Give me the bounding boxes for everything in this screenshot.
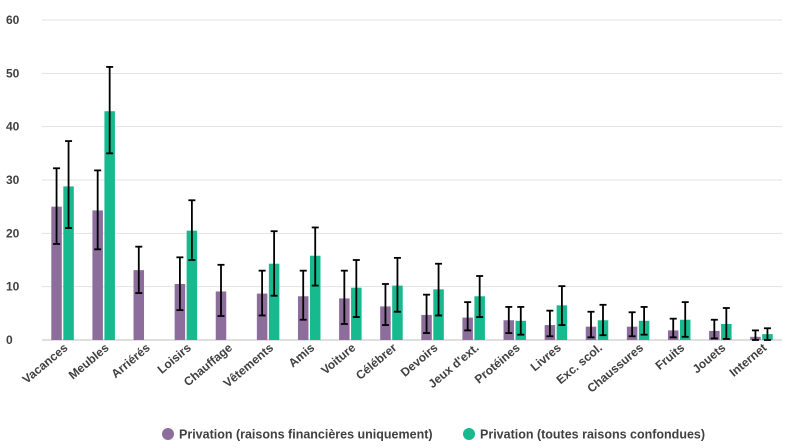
y-tick-label: 50	[6, 66, 20, 80]
error-bar-financial-8	[381, 283, 389, 326]
y-tick-label: 40	[6, 120, 20, 134]
x-tick-label: Internet	[727, 341, 770, 380]
bar-all-reasons-6	[309, 255, 321, 340]
bars	[51, 111, 773, 340]
error-bar-all-reasons-1	[106, 66, 114, 155]
error-bar-financial-12	[546, 309, 554, 338]
x-tick-label: Vacances	[20, 340, 71, 386]
x-tick-label: Livres	[528, 340, 564, 374]
x-tick-label: Jouets	[690, 340, 729, 376]
error-bar-financial-17	[751, 329, 759, 341]
error-bar-financial-14	[628, 311, 636, 338]
x-tick-label: Fruits	[653, 340, 688, 372]
x-tick-label: Célébrer	[353, 340, 400, 382]
bar-all-reasons-1	[104, 111, 115, 340]
bar-all-reasons-8	[392, 285, 403, 340]
error-bar-all-reasons-11	[517, 306, 525, 336]
bar-financial-3	[174, 284, 186, 340]
bar-financial-0	[51, 206, 62, 340]
bar-financial-2	[133, 270, 145, 340]
legend: Privation (raisons financières uniquemen…	[162, 428, 705, 442]
error-bar-all-reasons-0	[65, 140, 73, 229]
legend-item-financial: Privation (raisons financières uniquemen…	[162, 428, 433, 442]
legend-swatch	[162, 428, 174, 440]
legend-label: Privation (toutes raisons confondues)	[480, 428, 705, 442]
bar-all-reasons-5	[268, 263, 280, 340]
error-bar-financial-16	[710, 318, 718, 340]
legend-item-all-reasons: Privation (toutes raisons confondues)	[463, 428, 705, 442]
error-bar-financial-6	[299, 269, 307, 321]
error-bar-financial-11	[505, 306, 513, 334]
error-bar-financial-9	[423, 293, 431, 334]
bar-financial-1	[92, 210, 103, 340]
y-tick-label: 60	[6, 13, 20, 27]
error-bar-financial-15	[669, 317, 677, 339]
y-tick-label: 0	[6, 333, 13, 347]
error-bar-all-reasons-15	[681, 301, 689, 338]
error-bar-financial-3	[176, 256, 184, 312]
error-bar-all-reasons-5	[270, 230, 278, 297]
error-bar-all-reasons-3	[188, 199, 196, 261]
error-bar-financial-0	[53, 167, 61, 245]
x-tick-label: Protéines	[472, 340, 523, 386]
error-bar-all-reasons-6	[311, 226, 319, 287]
error-bar-financial-10	[464, 301, 472, 332]
error-bar-all-reasons-17	[763, 327, 771, 341]
error-bar-all-reasons-9	[435, 262, 443, 317]
y-axis-tick-labels: 0 10 20 30 40 50 60	[6, 13, 20, 347]
error-bar-all-reasons-12	[558, 285, 566, 326]
legend-swatch	[463, 428, 475, 440]
x-tick-label: Arriérés	[108, 340, 153, 381]
error-bar-financial-1	[94, 169, 102, 251]
error-bar-all-reasons-13	[599, 303, 607, 337]
error-bar-all-reasons-16	[722, 307, 730, 340]
legend-label: Privation (raisons financières uniquemen…	[179, 428, 433, 442]
error-bar-all-reasons-7	[352, 259, 360, 318]
error-bar-all-reasons-10	[476, 275, 484, 318]
error-bar-financial-5	[258, 269, 266, 317]
x-tick-label: Amis	[286, 340, 318, 370]
y-tick-label: 10	[6, 280, 20, 294]
error-bars	[53, 66, 771, 341]
gridlines	[42, 19, 782, 341]
error-bar-financial-7	[340, 269, 348, 325]
error-bar-financial-13	[587, 310, 595, 339]
bar-all-reasons-0	[63, 186, 74, 340]
error-bar-financial-2	[135, 245, 143, 294]
bar-financial-5	[256, 293, 268, 340]
y-tick-label: 20	[6, 226, 20, 240]
y-tick-label: 30	[6, 173, 20, 187]
error-bar-all-reasons-14	[640, 306, 648, 336]
error-bar-financial-4	[217, 263, 225, 317]
error-bar-all-reasons-8	[393, 256, 401, 313]
bar-all-reasons-3	[186, 230, 198, 340]
x-tick-label: Meubles	[66, 340, 112, 382]
bar-all-reasons-10	[474, 296, 485, 340]
